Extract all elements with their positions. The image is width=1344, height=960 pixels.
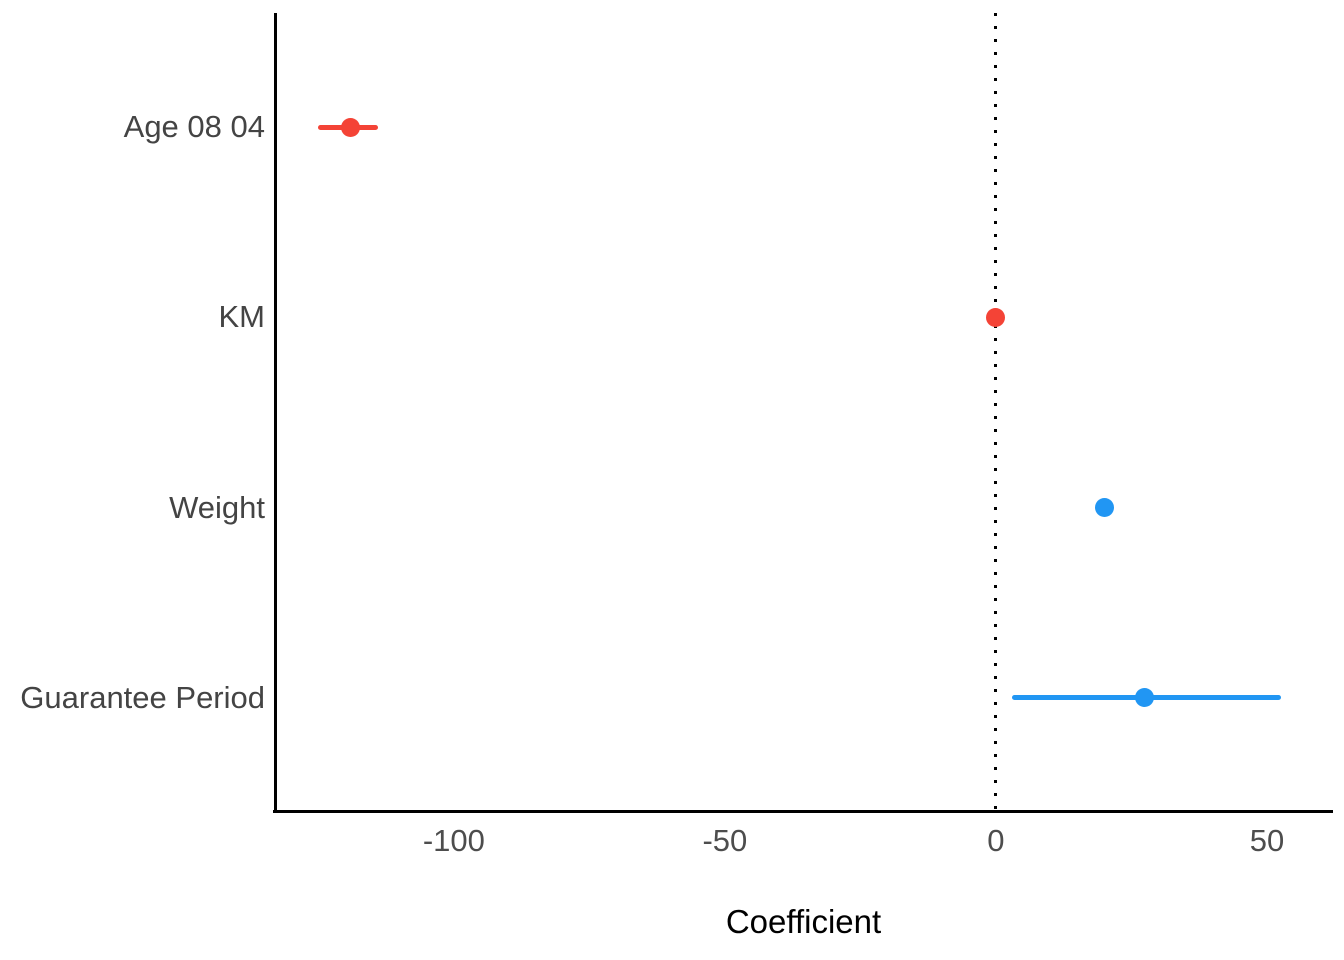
point-weight [1094, 498, 1114, 518]
x-tick-label-0: 0 [987, 823, 1005, 858]
y-axis-label-guarantee-period: Guarantee Period [20, 679, 265, 715]
x-axis-line [273, 810, 1333, 813]
point-age-08-04 [341, 117, 361, 137]
x-tick-label--50: -50 [702, 823, 748, 858]
y-axis-label-weight: Weight [169, 489, 265, 525]
y-axis-label-age-08-04: Age 08 04 [123, 109, 265, 145]
y-axis-label-km: KM [218, 299, 266, 335]
point-guarantee-period [1135, 688, 1155, 708]
point-km [986, 307, 1006, 327]
x-tick-label--100: -100 [422, 823, 485, 858]
y-axis-line [274, 13, 277, 813]
x-axis-title: Coefficient [725, 903, 882, 940]
zero-reference-line [994, 13, 998, 810]
x-tick-label-50: 50 [1249, 823, 1285, 858]
